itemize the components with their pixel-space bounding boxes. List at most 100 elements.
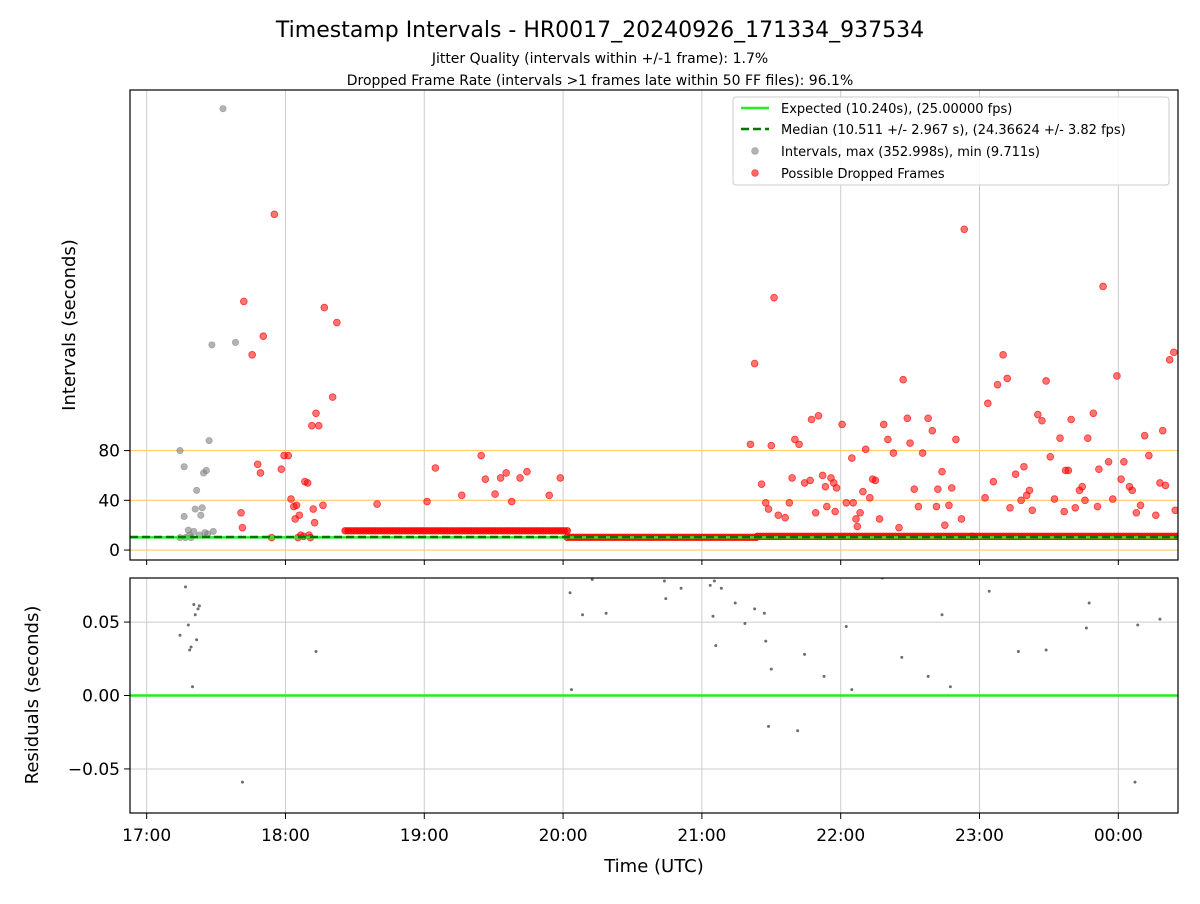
dropped-frame-point: [939, 468, 946, 475]
dropped-frame-point: [293, 502, 300, 509]
dropped-frame-dense-point: [564, 527, 571, 534]
dropped-frame-point: [854, 523, 861, 530]
interval-point: [206, 437, 212, 443]
x-tick-label: 23:00: [955, 826, 1004, 846]
residual-point: [191, 685, 194, 688]
residual-point: [767, 725, 770, 728]
dropped-frame-point: [546, 492, 553, 499]
residual-point: [941, 613, 944, 616]
dropped-frame-point: [832, 508, 839, 515]
residual-point: [823, 675, 826, 678]
dropped-frame-point: [758, 481, 765, 488]
residual-point: [1158, 618, 1161, 621]
residual-point: [770, 668, 773, 671]
interval-point: [181, 513, 187, 519]
dropped-frame-point: [1021, 463, 1028, 470]
dropped-frame-point: [994, 381, 1001, 388]
residual-point: [188, 648, 191, 651]
dropped-frame-point: [1159, 427, 1166, 434]
dropped-frame-point: [808, 416, 815, 423]
legend: Expected (10.240s), (25.00000 fps) Media…: [733, 97, 1169, 185]
dropped-frame-point: [482, 476, 489, 483]
residual-point: [764, 640, 767, 643]
legend-expected-label: Expected (10.240s), (25.00000 fps): [781, 102, 1012, 117]
interval-point: [220, 105, 226, 111]
residual-point: [198, 604, 201, 607]
dropped-frame-point: [866, 494, 873, 501]
dropped-frame-point: [424, 498, 431, 505]
x-tick-label: 20:00: [539, 826, 588, 846]
dropped-frame-point: [329, 394, 336, 401]
dense-dropped-frames-band: [342, 527, 1181, 540]
residual-point: [713, 579, 716, 582]
dropped-frame-point: [503, 470, 510, 477]
interval-point: [177, 447, 183, 453]
residual-point: [900, 656, 903, 659]
dropped-frame-point: [257, 470, 264, 477]
interval-point: [209, 342, 215, 348]
dropped-frame-point: [1129, 487, 1136, 494]
intervals-y-tick-label: 0: [109, 541, 120, 561]
dropped-frame-point: [296, 512, 303, 519]
x-tick-label: 21:00: [677, 826, 726, 846]
dropped-frame-point: [1047, 453, 1054, 460]
chart-subtitle-jitter: Jitter Quality (intervals within +/-1 fr…: [431, 51, 768, 67]
dropped-frame-point: [872, 477, 879, 484]
dropped-frame-point: [320, 502, 327, 509]
dropped-frame-point: [896, 524, 903, 531]
residuals-y-tick-label: −0.05: [68, 760, 120, 780]
interval-point: [192, 506, 198, 512]
dropped-frame-point: [1029, 507, 1036, 514]
dropped-frame-point: [1118, 476, 1125, 483]
dropped-frame-point: [1079, 483, 1086, 490]
interval-point: [232, 339, 238, 345]
dropped-frame-point: [747, 441, 754, 448]
x-tick-label: 19:00: [400, 826, 449, 846]
residual-point: [605, 612, 608, 615]
residual-point: [194, 613, 197, 616]
residuals-series: [178, 577, 1161, 784]
residual-point: [1045, 648, 1048, 651]
dropped-frame-point: [812, 509, 819, 516]
x-tick-label: 17:00: [122, 826, 171, 846]
dropped-frame-point: [933, 503, 940, 510]
interval-point: [185, 527, 191, 533]
dropped-frame-point: [890, 450, 897, 457]
dropped-frame-point: [819, 472, 826, 479]
dropped-frame-point: [254, 461, 261, 468]
dropped-frame-point: [904, 415, 911, 422]
intervals-series: [177, 105, 239, 540]
dropped-frame-point: [285, 452, 292, 459]
residuals-y-tick-label: 0.05: [82, 613, 120, 633]
dropped-frame-point: [839, 421, 846, 428]
dropped-frame-point: [961, 226, 968, 233]
dropped-frame-point: [1072, 504, 1079, 511]
residual-point: [569, 591, 572, 594]
dropped-frame-point: [1166, 356, 1173, 363]
residual-point: [570, 688, 573, 691]
dropped-frame-point: [1043, 378, 1050, 385]
chart-subtitle-dropped: Dropped Frame Rate (intervals >1 frames …: [347, 73, 854, 89]
dropped-frame-point: [919, 450, 926, 457]
dropped-frame-point: [765, 506, 772, 513]
residual-point: [1088, 601, 1091, 604]
interval-point: [199, 505, 205, 511]
dropped-frame-point: [850, 499, 857, 506]
residual-point: [743, 622, 746, 625]
dropped-frame-point: [762, 499, 769, 506]
residual-point: [1133, 781, 1136, 784]
dropped-frame-point: [1145, 452, 1152, 459]
dropped-frame-point: [557, 475, 564, 482]
dropped-frame-point: [984, 400, 991, 407]
dropped-frame-point: [789, 475, 796, 482]
dropped-frame-point: [1094, 503, 1101, 510]
dropped-frame-point: [880, 421, 887, 428]
dropped-frame-point: [796, 441, 803, 448]
dropped-frame-point: [915, 503, 922, 510]
residuals-y-tick-label: 0.00: [82, 687, 120, 707]
dropped-frame-point: [1057, 435, 1064, 442]
dropped-frame-point: [260, 333, 267, 340]
dropped-frame-point: [1095, 466, 1102, 473]
